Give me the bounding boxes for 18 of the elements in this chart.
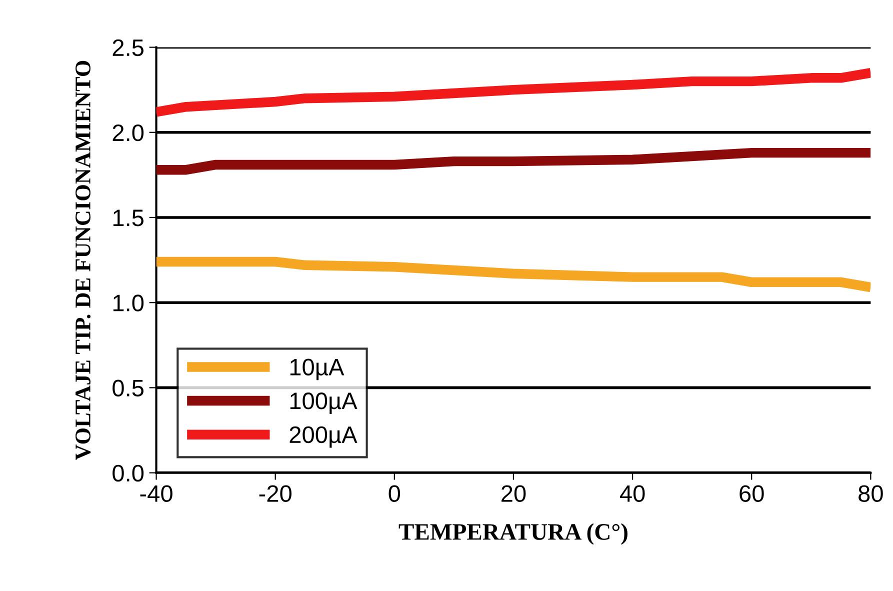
x-tick-label: -20 [259, 485, 292, 502]
legend-label: 200µA [290, 426, 358, 448]
y-tick-label: 0.0 [112, 464, 144, 482]
x-tick-label: 20 [502, 485, 526, 502]
y-tick-label: 1.5 [113, 210, 144, 226]
legend-label: 10µA [290, 358, 344, 380]
y-tick-label: 2.5 [112, 39, 144, 56]
legend-label: 100µA [290, 392, 358, 414]
x-tick-label: 0 [388, 485, 400, 502]
y-tick-label: 2.0 [112, 124, 144, 142]
x-tick-label: 40 [620, 485, 645, 502]
y-tick-label: 0.5 [112, 380, 144, 396]
y-tick-label: 1.0 [113, 294, 144, 312]
x-tick-label: -40 [140, 485, 172, 502]
x-tick-label: 60 [740, 485, 764, 502]
x-tick-label: 80 [858, 485, 883, 502]
x-axis-title: TEMPERATURA (C°) [398, 523, 628, 545]
y-axis-title: VOLTAJE TIP. DE FUNCIONAMIENTO [76, 60, 91, 460]
